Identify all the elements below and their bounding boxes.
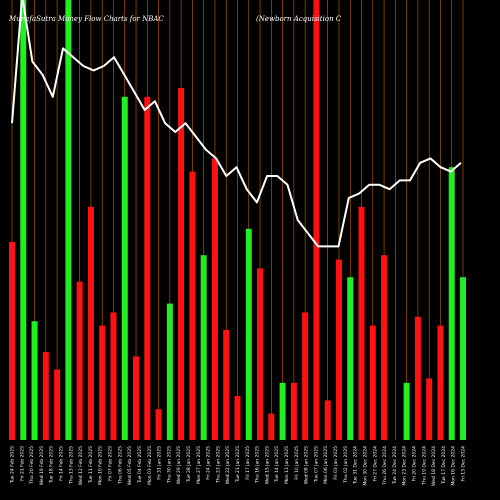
date-label: Wed 05 Feb 2025 (127, 446, 133, 485)
date-label: Thu 30 Jan 2025 (166, 446, 172, 484)
date-label: Fri 13 Dec 2024 (461, 446, 467, 482)
red-bar (87, 206, 94, 440)
date-label: Fri 07 Feb 2025 (108, 446, 114, 481)
date-label: Wed 29 Jan 2025 (176, 446, 182, 484)
date-label: Wed 08 Jan 2025 (304, 446, 310, 484)
date-label: Mon 16 Dec 2024 (451, 446, 457, 486)
date-label: Tue 11 Feb 2025 (88, 446, 94, 484)
date-label: Tue 24 Feb 2025 (10, 446, 16, 484)
date-label: Thu 23 Jan 2025 (215, 446, 221, 484)
date-label: Tue 24 Dec 2024 (392, 446, 398, 485)
red-bar (133, 356, 140, 440)
red-bar (335, 259, 342, 440)
green-bar (121, 96, 128, 441)
date-label: Tue 14 Jan 2025 (274, 446, 280, 483)
red-bar (99, 325, 106, 440)
price-line-layer (11, 0, 462, 248)
green-bar (347, 277, 354, 440)
date-label: Mon 03 Feb 2025 (147, 446, 153, 485)
red-bar (257, 268, 264, 440)
red-bar (9, 242, 15, 440)
green-bar (20, 0, 27, 440)
red-bar (358, 206, 365, 440)
date-label: Mon 13 Jan 2025 (284, 446, 290, 484)
date-label: Fri 21 Feb 2025 (19, 446, 25, 481)
date-label: Tue 18 Feb 2025 (49, 446, 55, 484)
date-label: Fri 03 Jan 2025 (333, 446, 339, 480)
red-bar (268, 413, 275, 440)
chart-subtitle: (Newborn Acquisition C (256, 15, 342, 23)
date-label: Thu 26 Dec 2024 (382, 446, 388, 486)
date-label: Fri 14 Feb 2025 (59, 446, 65, 481)
date-label: Thu 16 Jan 2025 (255, 446, 261, 484)
red-bar (189, 171, 196, 440)
date-label: Fri 24 Jan 2025 (206, 446, 212, 480)
price-line (11, 0, 462, 248)
green-bar (166, 303, 173, 440)
date-label: Fri 20 Dec 2024 (411, 446, 417, 482)
date-label: Wed 19 Feb 2025 (39, 446, 45, 485)
date-label: Thu 06 Feb 2025 (117, 446, 123, 485)
date-label: Wed 18 Dec 2024 (431, 446, 437, 486)
red-bar (178, 88, 185, 440)
red-bar (144, 96, 151, 441)
date-label: Wed 12 Feb 2025 (78, 446, 84, 485)
red-bar (290, 382, 297, 440)
red-bar (76, 281, 83, 440)
date-label: Fri 10 Jan 2025 (294, 446, 300, 480)
date-label: Tue 07 Jan 2025 (313, 446, 319, 483)
red-bar (54, 369, 61, 440)
date-label: Mon 06 Jan 2025 (323, 446, 329, 484)
red-bar (437, 325, 444, 440)
date-label: Thu 13 Feb 2025 (68, 446, 74, 485)
date-label: Tue 04 Feb 2025 (137, 446, 143, 484)
red-bar (223, 330, 230, 440)
date-label: Fri 17 Jan 2025 (245, 446, 251, 480)
green-bar (279, 382, 286, 440)
red-bar (369, 325, 376, 440)
date-label: Fri 27 Dec 2024 (372, 446, 378, 482)
green-bar (460, 277, 466, 440)
date-label: Thu 20 Feb 2025 (29, 446, 35, 485)
bars (9, 0, 466, 441)
date-label: Fri 31 Jan 2025 (157, 446, 163, 480)
red-bar (381, 255, 388, 440)
date-label: Tue 28 Jan 2025 (186, 446, 192, 483)
date-label: Wed 22 Jan 2025 (225, 446, 231, 484)
chart-title: MunafaSutra Money Flow Charts for NBAC (8, 15, 164, 23)
date-label: Mon 10 Feb 2025 (98, 446, 104, 485)
date-label: Mon 30 Dec 2024 (362, 446, 368, 486)
red-bar (211, 158, 218, 440)
date-label: Mon 23 Dec 2024 (402, 446, 408, 486)
red-bar (42, 352, 49, 440)
date-labels: Tue 24 Feb 2025 Fri 21 Feb 2025 Thu 20 Feb… (10, 446, 467, 486)
date-label: Thu 02 Jan 2025 (343, 446, 349, 484)
red-bar (155, 409, 162, 440)
green-bar (31, 321, 38, 440)
red-bar (313, 0, 320, 440)
date-label: Wed 15 Jan 2025 (264, 446, 270, 484)
date-label: Tue 17 Dec 2024 (441, 446, 447, 485)
red-bar (426, 378, 433, 440)
red-bar (324, 400, 331, 440)
red-bar (234, 396, 241, 440)
date-label: Thu 19 Dec 2024 (421, 446, 427, 486)
date-label: Mon 27 Jan 2025 (196, 446, 202, 484)
green-bar (448, 167, 455, 440)
green-bar (403, 382, 410, 440)
red-bar (414, 316, 421, 440)
green-bar (200, 255, 207, 440)
green-bar (245, 228, 252, 440)
date-label: Tue 21 Jan 2025 (235, 446, 241, 483)
red-bar (302, 312, 309, 440)
red-bar (110, 312, 117, 440)
green-bar (65, 0, 72, 440)
date-label: Tue 31 Dec 2024 (353, 446, 359, 485)
